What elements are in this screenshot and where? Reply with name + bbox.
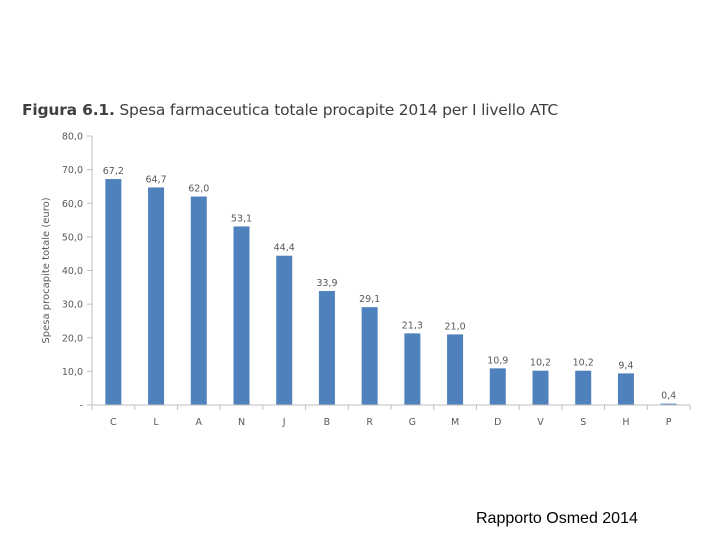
- bar-V: [532, 370, 549, 405]
- data-label-S: 10,2: [573, 358, 594, 369]
- figure-number: Figura 6.1.: [22, 101, 115, 119]
- x-tick-label-V: V: [537, 417, 544, 428]
- y-tick-label: 30,0: [62, 300, 83, 311]
- data-label-D: 10,9: [487, 355, 508, 366]
- data-label-V: 10,2: [530, 358, 551, 369]
- bar-B: [318, 291, 335, 405]
- y-tick-label: 20,0: [62, 333, 83, 344]
- x-tick-label-L: L: [153, 417, 159, 428]
- data-label-B: 33,9: [316, 278, 337, 289]
- bar-J: [276, 255, 293, 405]
- data-label-C: 67,2: [103, 166, 124, 177]
- y-tick-label: 10,0: [62, 367, 83, 378]
- bar-G: [404, 333, 421, 405]
- x-tick-label-B: B: [324, 417, 331, 428]
- y-axis-title: Spesa procapite totale (euro): [41, 197, 52, 343]
- x-tick-label-C: C: [110, 417, 117, 428]
- x-tick-label-S: S: [580, 417, 586, 428]
- data-label-J: 44,4: [274, 243, 295, 254]
- x-tick-label-A: A: [196, 417, 203, 428]
- y-tick-label: 70,0: [62, 165, 83, 176]
- bar-L: [148, 187, 165, 405]
- data-label-M: 21,0: [444, 321, 465, 332]
- data-label-H: 9,4: [618, 360, 633, 371]
- bar-P: [660, 403, 677, 405]
- x-tick-label-R: R: [366, 417, 373, 428]
- data-labels-group: 67,2 64,7 62,0 53,1 44,4 33,9 29,1 21,3 21,0 10,9…: [103, 166, 676, 402]
- data-label-N: 53,1: [231, 213, 252, 224]
- bar-A: [190, 196, 207, 405]
- data-label-R: 29,1: [359, 294, 380, 305]
- data-label-L: 64,7: [145, 174, 166, 185]
- figure-caption: Spesa farmaceutica totale procapite 2014…: [119, 101, 559, 119]
- bar-S: [575, 370, 592, 405]
- y-tick-label: 60,0: [62, 199, 83, 210]
- x-tick-label-J: J: [282, 417, 286, 428]
- y-tick-label: 50,0: [62, 232, 83, 243]
- bar-N: [233, 226, 250, 405]
- x-tick-label-P: P: [666, 417, 672, 428]
- y-axis: - 10,0 20,0 30,0 40,0 50,0 60,0 70,0 80,0 Spesa p…: [41, 132, 93, 412]
- y-tick-label: 40,0: [62, 266, 83, 277]
- y-tick-label: -: [80, 401, 83, 412]
- x-tick-label-D: D: [494, 417, 501, 428]
- x-tick-label-M: M: [451, 417, 459, 428]
- bars-group: [105, 179, 677, 405]
- bar-R: [361, 307, 378, 405]
- x-tick-label-N: N: [238, 417, 245, 428]
- data-label-A: 62,0: [188, 184, 209, 195]
- x-tick-label-H: H: [622, 417, 629, 428]
- bar-M: [447, 334, 464, 405]
- footer-source: Rapporto Osmed 2014: [476, 510, 638, 527]
- bar-C: [105, 179, 122, 405]
- x-tick-label-G: G: [409, 417, 416, 428]
- bar-D: [489, 368, 506, 405]
- data-label-G: 21,3: [402, 320, 423, 331]
- bar-H: [617, 373, 634, 405]
- data-label-P: 0,4: [661, 391, 676, 402]
- figure-title: Figura 6.1. Spesa farmaceutica totale pr…: [22, 101, 558, 119]
- y-tick-label: 80,0: [62, 132, 83, 143]
